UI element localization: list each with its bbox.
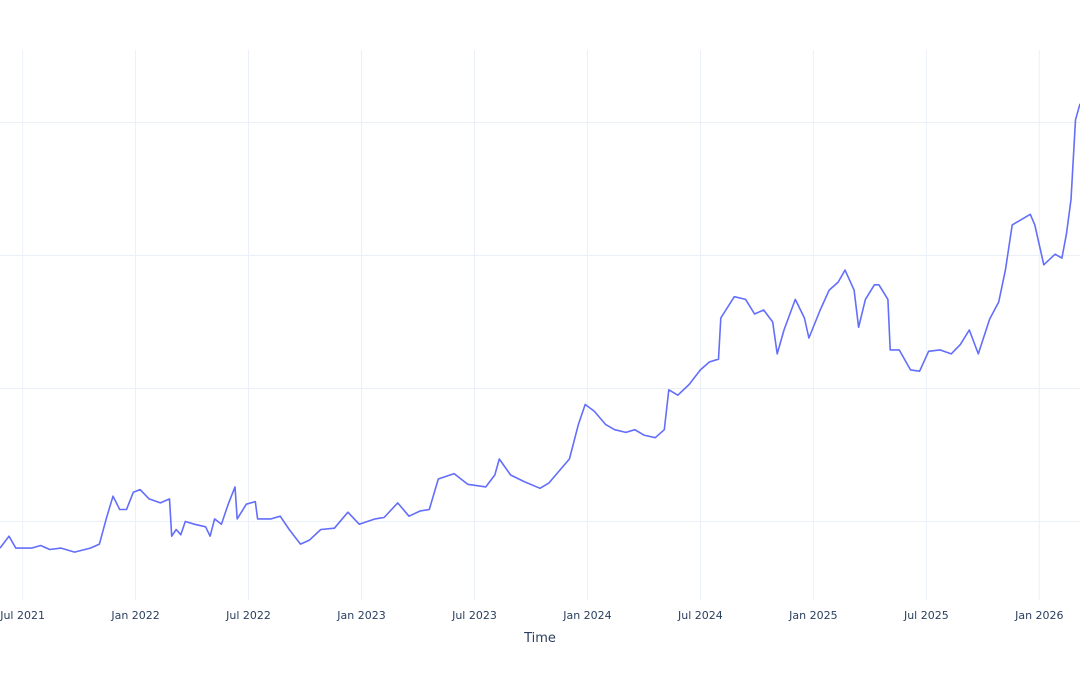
x-axis-title: Time [523, 631, 556, 646]
x-tick-label: Jan 2026 [1014, 609, 1063, 622]
x-tick-label: Jan 2023 [336, 609, 385, 622]
series-line [0, 103, 1080, 553]
x-tick-label: Jul 2022 [225, 609, 271, 622]
x-axis-ticks: Jul 2021 Jan 2022 Jul 2022 Jan 2023 Jul 2023… [0, 609, 1064, 622]
x-tick-label: Jan 2022 [110, 609, 159, 622]
x-tick-label: Jul 2025 [903, 609, 949, 622]
x-tick-label: Jul 2024 [677, 609, 723, 622]
x-tick-label: Jan 2025 [788, 609, 837, 622]
x-tick-label: Jan 2024 [562, 609, 611, 622]
x-tick-label: Jul 2021 [0, 609, 45, 622]
x-tick-label: Jul 2023 [451, 609, 497, 622]
gridlines [0, 50, 1080, 600]
